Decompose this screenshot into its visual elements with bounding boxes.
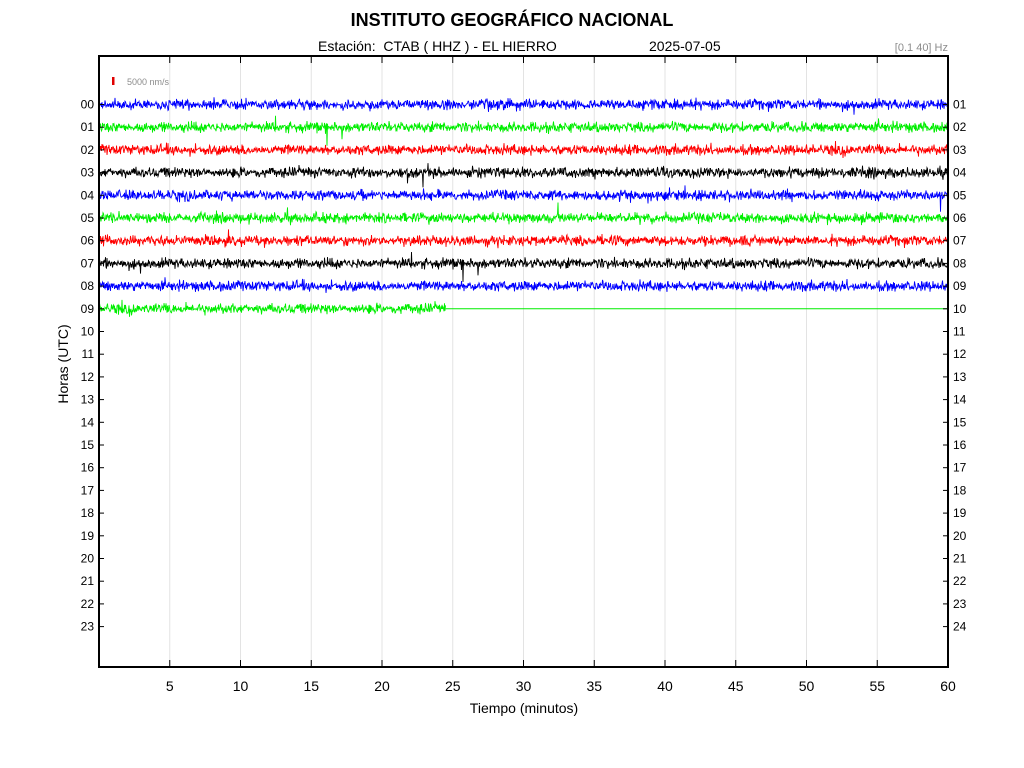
- hour-label-left: 21: [81, 574, 95, 588]
- x-tick-label: 20: [374, 678, 390, 694]
- hour-label-right: 05: [953, 188, 967, 202]
- hour-label-left: 10: [81, 325, 95, 339]
- hour-label-right: 22: [953, 574, 967, 588]
- x-tick-label: 15: [303, 678, 319, 694]
- x-axis-label: Tiempo (minutos): [469, 700, 579, 716]
- hour-label-right: 15: [953, 415, 967, 429]
- hour-label-right: 04: [953, 166, 967, 180]
- trace-hour-07: [98, 251, 949, 282]
- date-label: 2025-07-05: [649, 38, 721, 54]
- hour-label-right: 10: [953, 302, 967, 316]
- x-tick-label: 25: [445, 678, 461, 694]
- hour-label-left: 06: [81, 234, 95, 248]
- hour-label-left: 09: [81, 302, 95, 316]
- hour-label-left: 00: [81, 98, 95, 112]
- hour-label-right: 21: [953, 552, 967, 566]
- trace-hour-00: [98, 97, 949, 115]
- hour-label-left: 05: [81, 211, 95, 225]
- hour-label-right: 23: [953, 597, 967, 611]
- hour-label-left: 23: [81, 620, 95, 634]
- hour-label-right: 13: [953, 370, 967, 384]
- hour-label-left: 07: [81, 256, 95, 270]
- hour-label-right: 08: [953, 256, 967, 270]
- hour-label-left: 16: [81, 461, 95, 475]
- hour-label-right: 14: [953, 393, 967, 407]
- trace-hour-03: [98, 163, 949, 188]
- hour-label-right: 17: [953, 461, 967, 475]
- scale-bar-label: 5000 nm/s: [127, 77, 170, 87]
- hour-label-left: 14: [81, 415, 95, 429]
- x-tick-label: 60: [940, 678, 956, 694]
- hour-label-left: 02: [81, 143, 95, 157]
- trace-hour-08: [98, 277, 949, 293]
- hour-label-right: 18: [953, 483, 967, 497]
- x-tick-label: 5: [166, 678, 174, 694]
- trace-hour-04: [98, 185, 949, 212]
- hour-label-right: 12: [953, 347, 967, 361]
- hour-label-left: 03: [81, 166, 95, 180]
- hour-label-right: 16: [953, 438, 967, 452]
- trace-hour-05: [98, 202, 948, 226]
- hour-label-left: 18: [81, 506, 95, 520]
- hour-label-left: 19: [81, 529, 95, 543]
- trace-hour-02: [98, 140, 949, 159]
- hour-label-right: 03: [953, 143, 967, 157]
- x-tick-label: 45: [728, 678, 744, 694]
- x-tick-label: 10: [233, 678, 249, 694]
- hour-label-right: 11: [953, 325, 966, 339]
- hour-label-left: 08: [81, 279, 95, 293]
- hour-label-right: 06: [953, 211, 967, 225]
- hour-label-left: 20: [81, 552, 95, 566]
- hour-label-left: 11: [82, 347, 95, 361]
- x-tick-label: 40: [657, 678, 673, 694]
- station-label: Estación: CTAB ( HHZ ) - EL HIERRO: [318, 38, 557, 54]
- x-tick-label: 55: [869, 678, 885, 694]
- hour-label-left: 12: [81, 370, 95, 384]
- hour-label-left: 17: [81, 483, 95, 497]
- hour-label-right: 24: [953, 620, 967, 634]
- hour-label-right: 01: [953, 98, 967, 112]
- hour-label-left: 22: [81, 597, 95, 611]
- hour-label-left: 01: [81, 120, 95, 134]
- x-tick-label: 30: [516, 678, 532, 694]
- filter-band-label: [0.1 40] Hz: [894, 42, 948, 54]
- hour-label-left: 15: [81, 438, 95, 452]
- hour-label-right: 09: [953, 279, 967, 293]
- chart-title: INSTITUTO GEOGRÁFICO NACIONAL: [350, 10, 674, 30]
- hour-label-right: 02: [953, 120, 967, 134]
- trace-hour-01: [98, 115, 949, 146]
- x-tick-label: 50: [799, 678, 815, 694]
- hour-label-left: 13: [81, 393, 95, 407]
- trace-hour-06: [98, 229, 949, 249]
- hour-label-left: 04: [81, 188, 95, 202]
- trace-hour-09: [98, 299, 446, 317]
- hour-label-right: 20: [953, 529, 967, 543]
- hour-label-right: 19: [953, 506, 967, 520]
- scale-bar: [112, 77, 115, 85]
- hour-label-right: 07: [953, 234, 967, 248]
- x-tick-label: 35: [586, 678, 602, 694]
